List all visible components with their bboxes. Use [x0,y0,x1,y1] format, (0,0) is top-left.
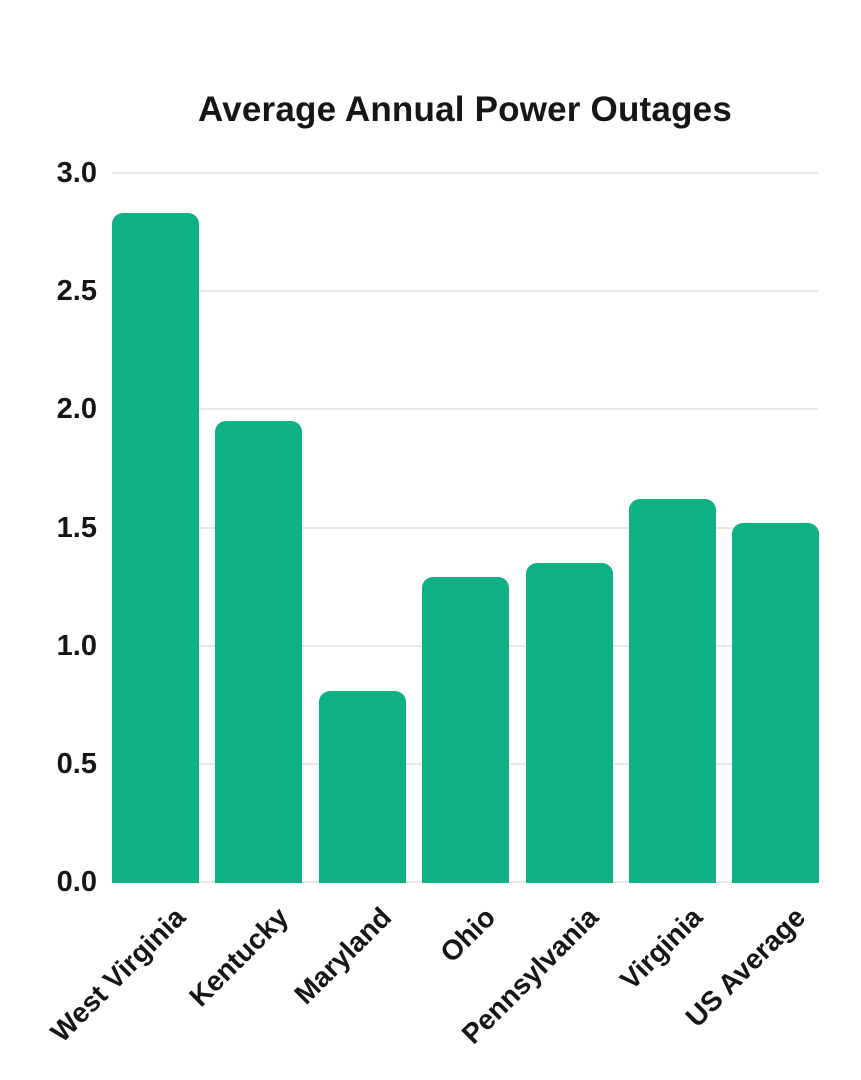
y-tick-label-2.0: 2.0 [56,393,97,426]
bar-west-virginia [112,213,199,883]
gridline-2.5 [112,290,818,293]
y-tick-label-3.0: 3.0 [56,157,97,189]
bar-virginia [629,499,716,883]
chart-title: Average Annual Power Outages [198,90,732,129]
bar-us-average [732,522,820,883]
y-tick-label-2.5: 2.5 [56,275,97,308]
bar-kentucky [215,421,303,883]
y-tick-label-0.5: 0.5 [56,747,97,780]
y-tick-label-1.5: 1.5 [56,511,97,544]
bar-maryland [318,690,406,883]
bar-ohio [422,577,510,883]
gridline-2.0 [112,408,818,411]
gridline-1.5 [112,526,818,529]
y-tick-label-1.0: 1.0 [56,629,97,662]
gridline-3.0 [112,172,818,174]
y-tick-label-0.0: 0.0 [56,866,97,898]
bar-pennsylvania [525,562,613,883]
